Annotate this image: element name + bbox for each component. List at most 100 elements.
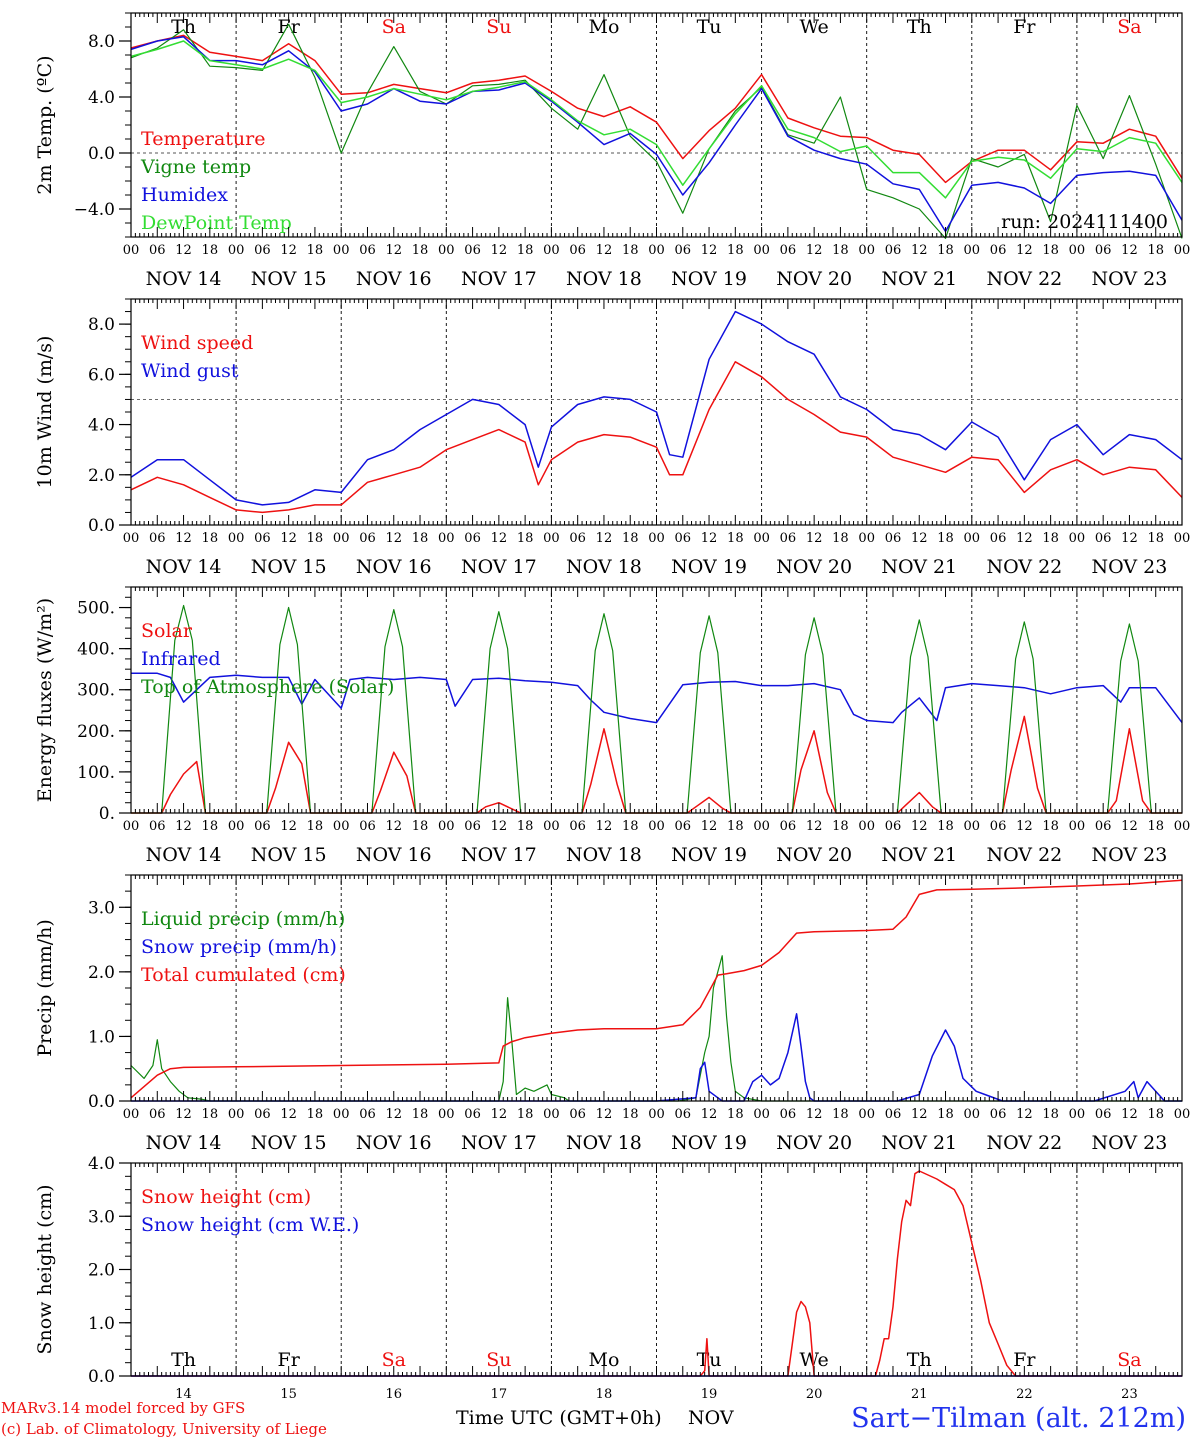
date-label: NOV 14 xyxy=(146,1132,222,1154)
series-line xyxy=(131,1170,1182,1377)
date-label: NOV 17 xyxy=(461,844,537,866)
x-tick-label: 18 xyxy=(202,1107,219,1122)
x-tick-label: 18 xyxy=(727,1107,744,1122)
date-label: NOV 19 xyxy=(671,844,747,866)
y-tick-label: 1.0 xyxy=(88,1314,115,1334)
x-tick-label: 06 xyxy=(254,531,271,546)
x-tick-label: 12 xyxy=(280,819,297,834)
date-label: NOV 19 xyxy=(671,1132,747,1154)
legend-entry: Liquid precip (mm/h) xyxy=(141,908,345,930)
x-tick-label: 12 xyxy=(1121,531,1138,546)
date-label: NOV 17 xyxy=(461,268,537,290)
x-tick-label: 12 xyxy=(1016,819,1033,834)
weekday-label: Mo xyxy=(588,1349,619,1371)
day-number-label: 19 xyxy=(701,1387,718,1402)
date-label: NOV 16 xyxy=(356,1132,432,1154)
x-tick-label: 00 xyxy=(858,1107,875,1122)
y-tick-label: 400. xyxy=(77,640,115,660)
x-tick-label: 00 xyxy=(964,819,981,834)
x-tick-label: 12 xyxy=(911,243,928,258)
legend-entry: Snow height (cm) xyxy=(141,1186,311,1208)
x-tick-label: 12 xyxy=(596,243,613,258)
x-tick-label: 18 xyxy=(1147,819,1164,834)
x-tick-label: 06 xyxy=(149,243,166,258)
date-label: NOV 22 xyxy=(986,268,1062,290)
series-line xyxy=(130,879,1183,1099)
x-tick-label: 00 xyxy=(333,531,350,546)
x-tick-label: 00 xyxy=(123,1107,140,1122)
x-tick-label: 06 xyxy=(885,819,902,834)
day-number-label: 23 xyxy=(1121,1387,1138,1402)
x-tick-label: 06 xyxy=(359,243,376,258)
date-label: NOV 18 xyxy=(566,556,642,578)
x-tick-label: 12 xyxy=(385,1107,402,1122)
x-tick-label: 06 xyxy=(675,531,692,546)
x-tick-label: 12 xyxy=(701,819,718,834)
x-tick-label: 12 xyxy=(806,243,823,258)
x-tick-label: 06 xyxy=(1095,531,1112,546)
x-tick-label: 00 xyxy=(228,819,245,834)
weekday-label: Sa xyxy=(382,16,406,38)
weekday-label: Mo xyxy=(588,16,619,38)
panel-5: Th Fr Sa Su Mo Tu We Th Fr Sa Snow height (cm) Snow… xyxy=(34,1154,1183,1402)
x-tick-label: 06 xyxy=(464,819,481,834)
plot-frame xyxy=(130,12,1183,238)
x-tick-label: 00 xyxy=(228,243,245,258)
y-tick-label: 100. xyxy=(77,763,115,783)
x-tick-label: 18 xyxy=(307,1107,324,1122)
x-tick-label: 00 xyxy=(228,531,245,546)
x-tick-label: 00 xyxy=(1174,819,1191,834)
legend-entry: Top of Atmosphere (Solar) xyxy=(141,676,394,698)
series-line xyxy=(130,361,1183,514)
date-label: NOV 14 xyxy=(146,556,222,578)
x-tick-label: 00 xyxy=(858,819,875,834)
x-tick-label: 00 xyxy=(438,531,455,546)
x-tick-label: 18 xyxy=(1147,1107,1164,1122)
y-tick-label: 4.0 xyxy=(88,88,115,108)
x-tick-label: 06 xyxy=(1095,243,1112,258)
x-tick-label: 00 xyxy=(1174,531,1191,546)
y-axis-title: 10m Wind (m/s) xyxy=(34,336,56,489)
date-label: NOV 23 xyxy=(1092,1132,1168,1154)
legend-entry: Wind gust xyxy=(141,360,239,382)
x-tick-label: 06 xyxy=(569,243,586,258)
day-number-label: 14 xyxy=(175,1387,192,1402)
x-tick-label: 00 xyxy=(1069,243,1086,258)
x-tick-label: 06 xyxy=(990,243,1007,258)
x-tick-label: 18 xyxy=(517,1107,534,1122)
weekday-label: Sa xyxy=(1117,1349,1141,1371)
x-tick-label: 00 xyxy=(648,1107,665,1122)
x-tick-label: 18 xyxy=(307,819,324,834)
x-tick-label: 00 xyxy=(543,243,560,258)
x-tick-label: 06 xyxy=(780,1107,797,1122)
weekday-label: Sa xyxy=(382,1349,406,1371)
x-tick-label: 00 xyxy=(543,531,560,546)
x-tick-label: 18 xyxy=(832,243,849,258)
date-label: NOV 18 xyxy=(566,1132,642,1154)
x-tick-label: 06 xyxy=(1095,1107,1112,1122)
series-line xyxy=(131,672,1183,724)
legend-entry: Wind speed xyxy=(141,332,253,354)
x-tick-label: 00 xyxy=(228,1107,245,1122)
date-label: NOV 23 xyxy=(1092,268,1168,290)
x-tick-label: 06 xyxy=(464,1107,481,1122)
series-line xyxy=(130,310,1183,506)
day-number-label: 18 xyxy=(596,1387,613,1402)
x-tick-label: 12 xyxy=(280,531,297,546)
date-label: NOV 18 xyxy=(566,268,642,290)
x-tick-label: 12 xyxy=(1121,243,1138,258)
x-tick-label: 18 xyxy=(307,243,324,258)
date-label: NOV 21 xyxy=(881,844,957,866)
day-number-label: 22 xyxy=(1016,1387,1033,1402)
series-line xyxy=(130,955,1182,1102)
x-tick-label: 06 xyxy=(464,243,481,258)
y-tick-label: 4.0 xyxy=(88,416,115,436)
x-axis-month: NOV xyxy=(688,1407,734,1429)
x-tick-label: 12 xyxy=(806,1107,823,1122)
x-tick-label: 12 xyxy=(491,531,508,546)
x-tick-label: 06 xyxy=(885,531,902,546)
x-tick-label: 12 xyxy=(806,531,823,546)
x-tick-label: 12 xyxy=(806,819,823,834)
date-label: NOV 21 xyxy=(881,1132,957,1154)
